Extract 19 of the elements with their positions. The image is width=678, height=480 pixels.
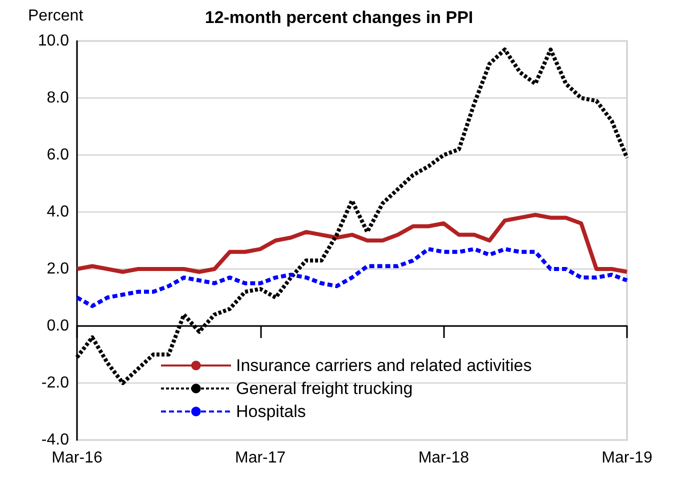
line-series [75, 212, 629, 274]
y-tick-label: 6.0 [46, 146, 70, 164]
y-tick-label: 0.0 [46, 318, 70, 334]
x-tick-label: Mar-19 [602, 450, 652, 466]
line-series [75, 247, 629, 308]
y-tick-label: 10.0 [38, 32, 70, 50]
chart-title: 12-month percent changes in PPI [204, 8, 474, 27]
y-tick-label: 8.0 [46, 90, 70, 106]
x-tick-label: Mar-17 [234, 450, 286, 466]
x-tick-label: Mar-16 [52, 450, 102, 466]
y-tick-label: 4.0 [46, 204, 70, 220]
legend-label: General freight trucking [236, 379, 413, 398]
legend-label: Hospitals [236, 402, 306, 421]
y-tick-label: -2.0 [41, 374, 70, 392]
y-axis-title: Percent [28, 8, 84, 24]
x-tick-label: Mar-18 [418, 450, 470, 466]
legend-label: Insurance carriers and related activities [236, 356, 532, 375]
y-tick-label: -4.0 [41, 432, 70, 448]
y-tick-label: 2.0 [46, 260, 70, 278]
